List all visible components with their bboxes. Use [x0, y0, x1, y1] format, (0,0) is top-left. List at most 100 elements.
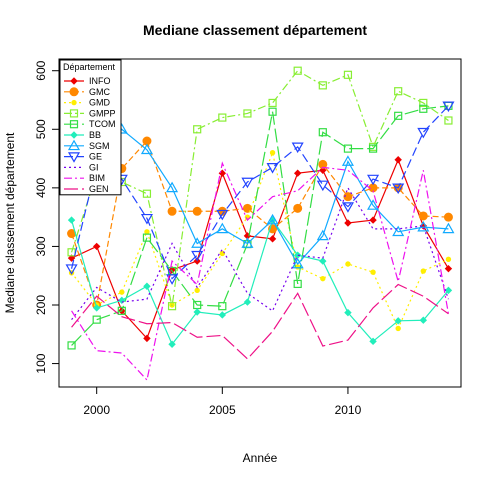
data-point	[291, 142, 304, 154]
data-point	[417, 127, 430, 139]
series-line	[70, 139, 449, 308]
y-tick-label: 500	[34, 119, 48, 139]
data-point	[69, 109, 79, 118]
y-tick-label: 100	[34, 353, 48, 373]
data-point	[392, 225, 405, 237]
data-point	[242, 203, 252, 213]
data-point	[216, 209, 229, 221]
data-point	[71, 99, 77, 106]
data-point	[117, 306, 126, 315]
data-point	[193, 125, 202, 134]
data-point	[444, 286, 453, 295]
data-point	[142, 189, 152, 198]
legend-item-bim: BIM	[64, 173, 105, 183]
data-point	[241, 177, 254, 189]
data-point	[343, 70, 353, 79]
data-point	[392, 183, 405, 195]
series-line	[70, 218, 449, 346]
data-point	[343, 144, 353, 153]
data-point	[343, 192, 353, 202]
data-point	[67, 341, 76, 350]
data-point	[194, 287, 200, 294]
y-tick-label: 200	[34, 295, 48, 315]
data-point	[418, 211, 428, 221]
data-point	[166, 274, 179, 285]
data-point	[142, 233, 152, 242]
data-point	[92, 315, 101, 324]
data-point	[67, 139, 81, 151]
series-gen	[71, 283, 449, 360]
data-point	[69, 120, 79, 129]
series-gmc	[67, 136, 453, 310]
y-tick-label: 400	[34, 178, 48, 198]
y-axis-label: Mediane classement département	[3, 132, 17, 313]
legend-item-gmpp: GMPP	[64, 108, 116, 118]
series-info	[67, 156, 453, 343]
data-point	[369, 337, 377, 346]
data-point	[193, 308, 201, 316]
data-point	[166, 181, 179, 193]
data-point	[370, 269, 376, 275]
data-point	[344, 308, 352, 317]
data-point	[69, 87, 79, 97]
data-point	[268, 235, 277, 243]
series-line	[71, 150, 449, 330]
series-line	[71, 105, 449, 346]
legend-title: Département	[63, 62, 116, 72]
data-point	[67, 216, 76, 224]
legend-item-sgm: SGM	[64, 139, 110, 151]
legend-item-gi: GI	[64, 162, 99, 172]
data-point	[191, 237, 204, 248]
data-point	[140, 143, 153, 155]
legend-item-ge: GE	[64, 152, 102, 163]
data-point	[218, 113, 227, 122]
data-point	[368, 142, 378, 151]
data-point	[395, 325, 401, 332]
data-point	[318, 81, 327, 90]
data-point	[443, 212, 453, 222]
series-tcom	[67, 101, 453, 350]
data-point	[394, 87, 403, 96]
legend-label: GE	[89, 152, 102, 162]
series-line	[71, 283, 449, 360]
y-tick-label: 600	[34, 60, 48, 80]
data-point	[318, 159, 328, 169]
data-point	[218, 302, 227, 311]
data-point	[269, 150, 276, 156]
data-point	[320, 275, 326, 282]
data-point	[316, 229, 329, 241]
data-point	[243, 298, 252, 306]
legend-item-gmd: GMD	[64, 98, 110, 108]
data-point	[92, 242, 101, 251]
data-point	[92, 304, 101, 312]
data-point	[318, 128, 327, 137]
data-point	[119, 289, 125, 295]
data-point	[143, 282, 151, 290]
legend-item-tcom: TCOM	[64, 119, 116, 129]
data-point	[266, 213, 279, 225]
series-line	[71, 186, 450, 321]
data-point	[143, 334, 151, 343]
data-point	[167, 206, 177, 216]
series-layer	[65, 66, 455, 382]
legend-item-gen: GEN	[64, 184, 109, 194]
data-point	[70, 77, 78, 85]
data-point	[442, 101, 455, 113]
data-point	[192, 206, 202, 216]
data-point	[67, 152, 81, 163]
data-point	[65, 264, 78, 275]
data-point	[344, 219, 352, 227]
data-point	[444, 116, 453, 125]
data-point	[293, 66, 302, 75]
data-point	[167, 302, 177, 311]
data-point	[294, 264, 301, 270]
legend-label: GMD	[89, 98, 110, 108]
series-line	[71, 128, 449, 266]
series-line	[71, 161, 450, 382]
data-point	[394, 111, 403, 120]
legend-label: SGM	[89, 141, 110, 151]
data-point	[293, 279, 302, 289]
legend-label: INFO	[89, 76, 111, 86]
series-line	[71, 158, 449, 340]
series-bb	[67, 216, 453, 348]
